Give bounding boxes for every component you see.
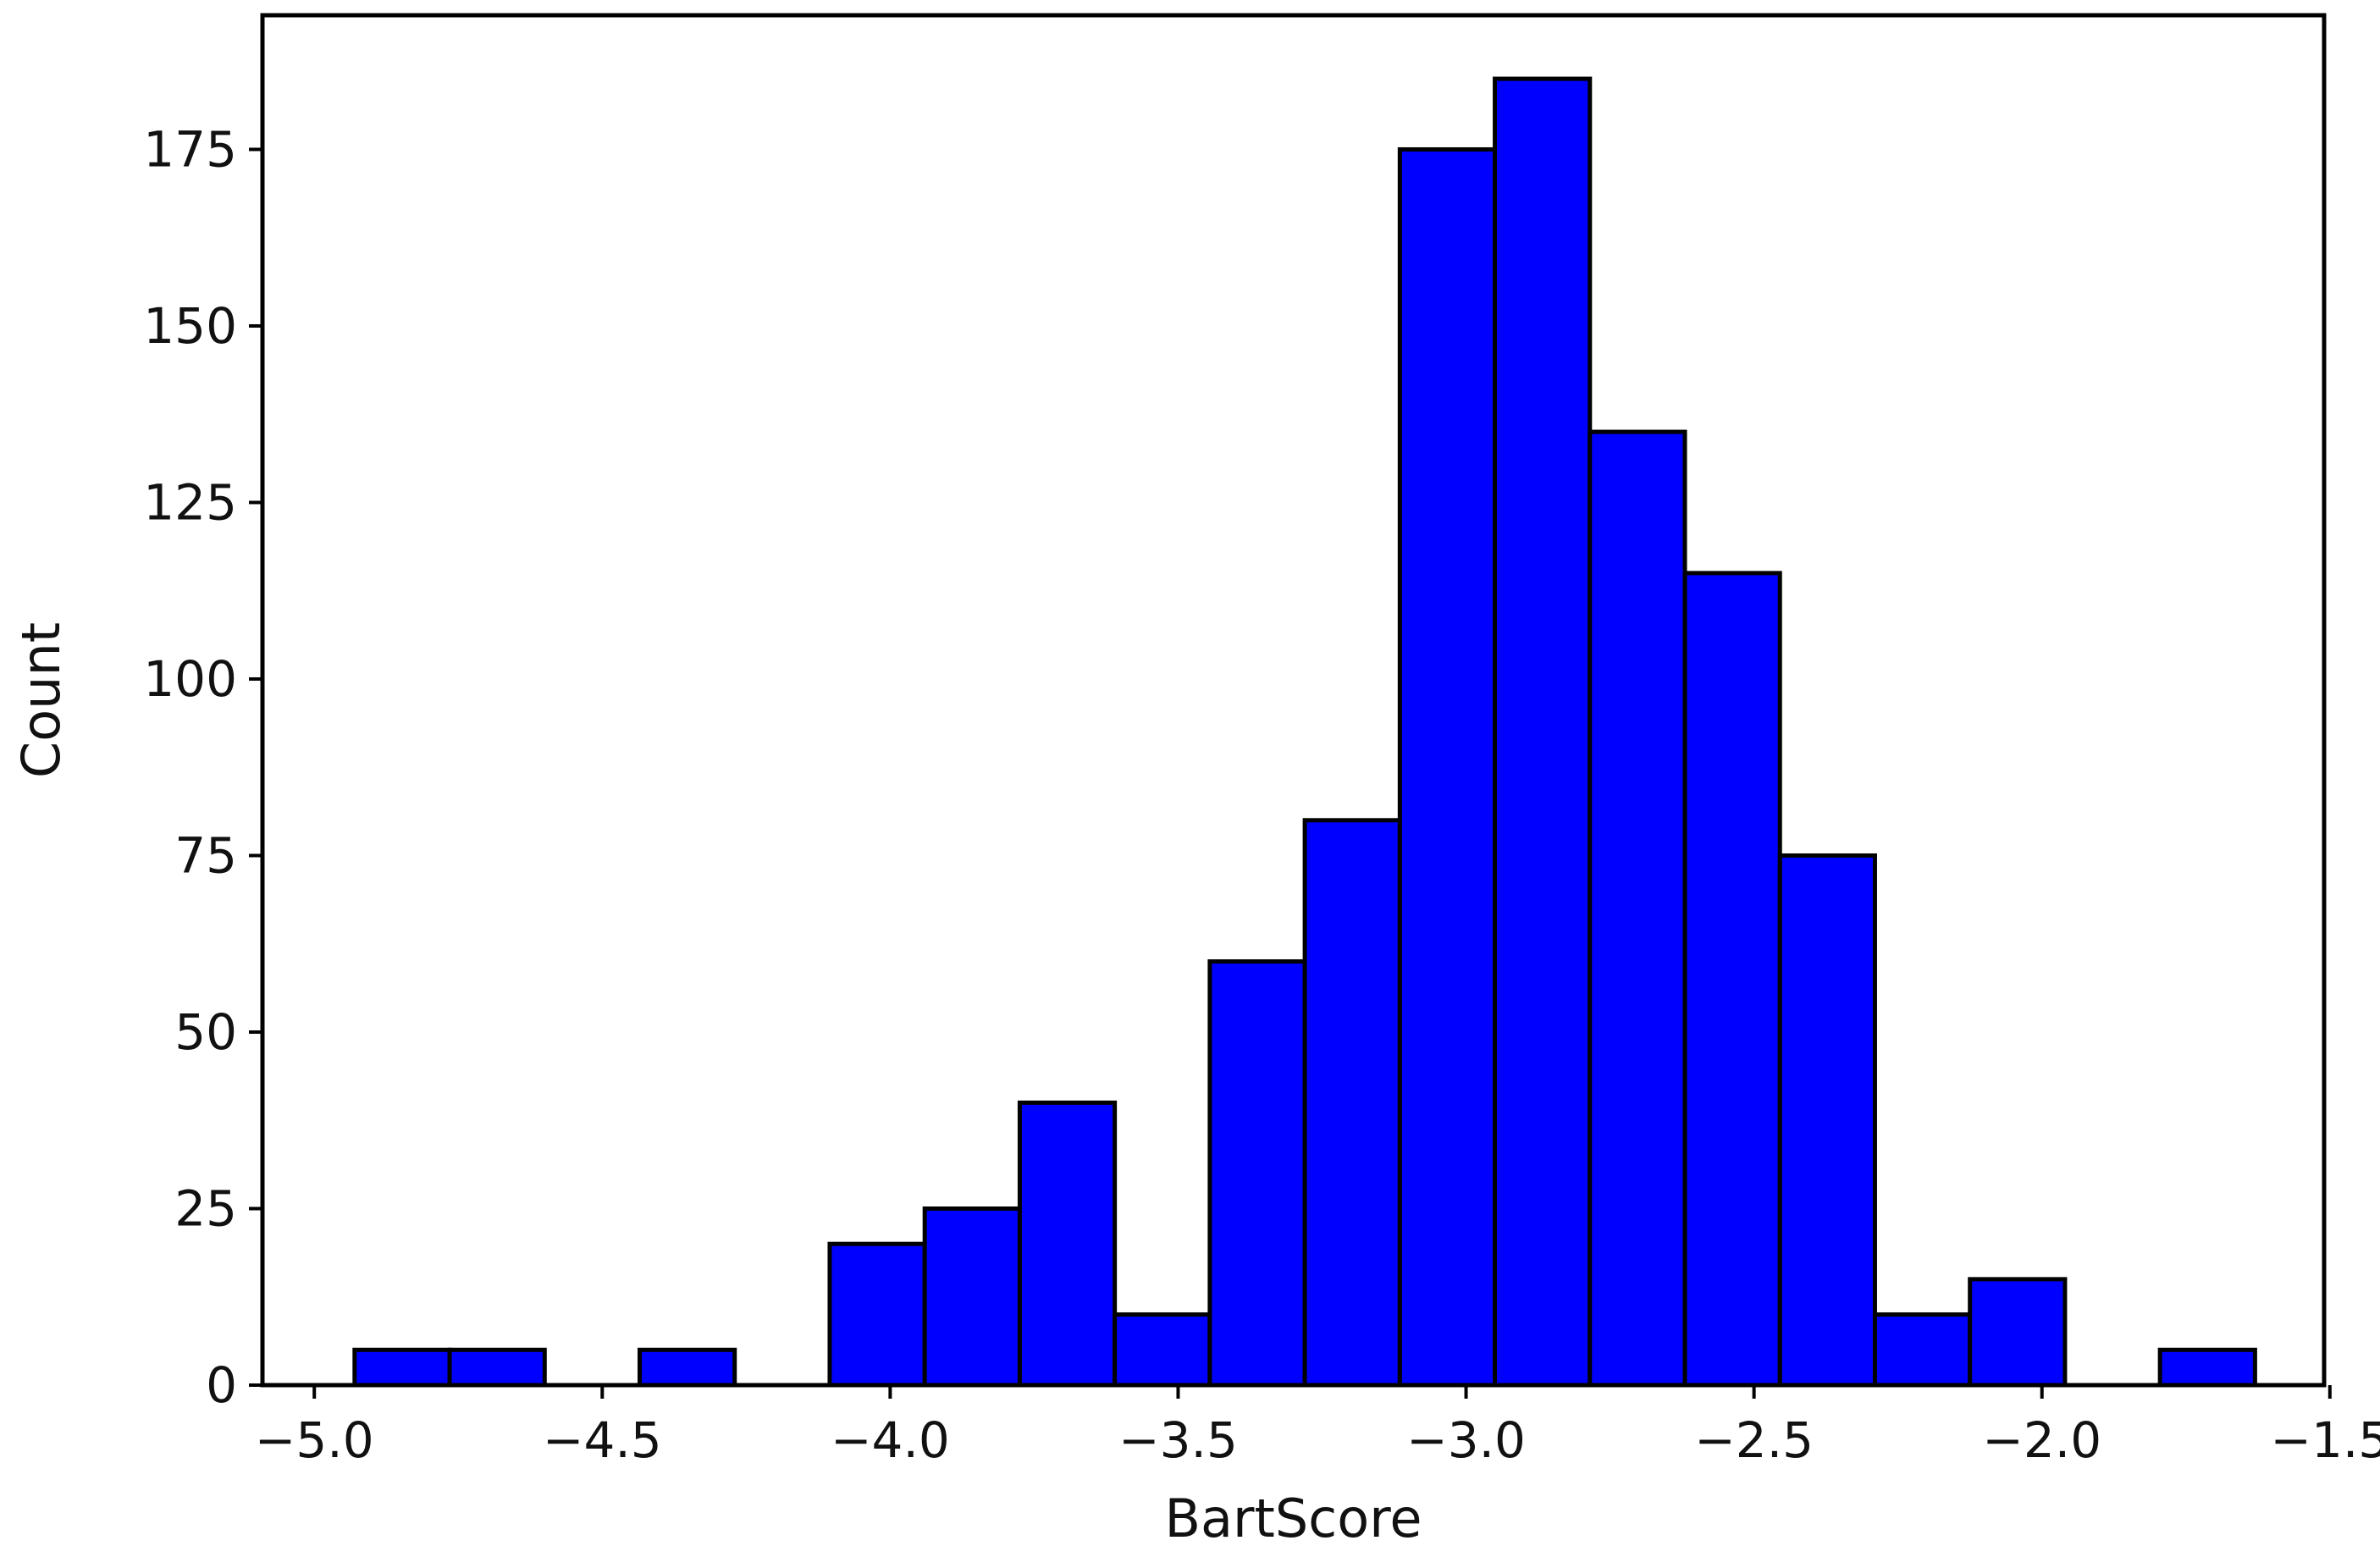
- x-tick-label: −4.0: [831, 1411, 950, 1469]
- histogram-bar: [1207, 959, 1307, 1388]
- histogram-bar: [1682, 571, 1782, 1388]
- y-tick-label: 0: [206, 1356, 237, 1414]
- y-tick-label: 75: [174, 826, 237, 884]
- x-tick-label: −4.5: [543, 1411, 662, 1469]
- y-tick-label: 125: [143, 473, 237, 531]
- x-axis-title: BartScore: [1165, 1488, 1422, 1549]
- histogram-bar: [922, 1206, 1022, 1388]
- x-axis-ticks: −5.0 −4.5 −4.0 −3.5 −3.0 −2.5 −2.0 −1.5: [255, 1385, 2380, 1469]
- histogram-bar: [1493, 76, 1593, 1388]
- y-tick-label: 25: [174, 1179, 237, 1237]
- plot-frame: [260, 13, 2327, 1388]
- x-tick-label: −2.5: [1694, 1411, 1814, 1469]
- histogram-bar: [352, 1347, 452, 1388]
- x-tick-label: −3.0: [1406, 1411, 1526, 1469]
- x-tick-label: −5.0: [255, 1411, 374, 1469]
- bars-layer: [352, 76, 2257, 1388]
- histogram-bar: [1872, 1312, 1973, 1388]
- histogram-bar: [1968, 1277, 2068, 1388]
- y-axis-title: Count: [10, 622, 72, 778]
- histogram-bar: [1113, 1312, 1212, 1388]
- histogram-bar: [827, 1241, 927, 1388]
- x-tick-label: −3.5: [1118, 1411, 1238, 1469]
- histogram-bar: [447, 1347, 547, 1388]
- histogram-bar: [1588, 429, 1687, 1388]
- histogram-bar: [1302, 818, 1402, 1388]
- y-axis-ticks: 0 25 50 75 100 125 150 175: [143, 120, 262, 1414]
- histogram-bar: [1397, 146, 1498, 1388]
- y-tick-label: 150: [143, 297, 237, 355]
- histogram-bar: [1777, 853, 1877, 1388]
- y-tick-label: 175: [143, 120, 237, 178]
- histogram-bar: [2157, 1347, 2257, 1388]
- y-tick-label: 100: [143, 650, 237, 708]
- x-tick-label: −2.0: [1982, 1411, 2101, 1469]
- histogram-bar: [638, 1347, 737, 1388]
- x-tick-label: −1.5: [2270, 1411, 2380, 1469]
- histogram-bar: [1017, 1100, 1118, 1388]
- y-tick-label: 50: [174, 1003, 237, 1061]
